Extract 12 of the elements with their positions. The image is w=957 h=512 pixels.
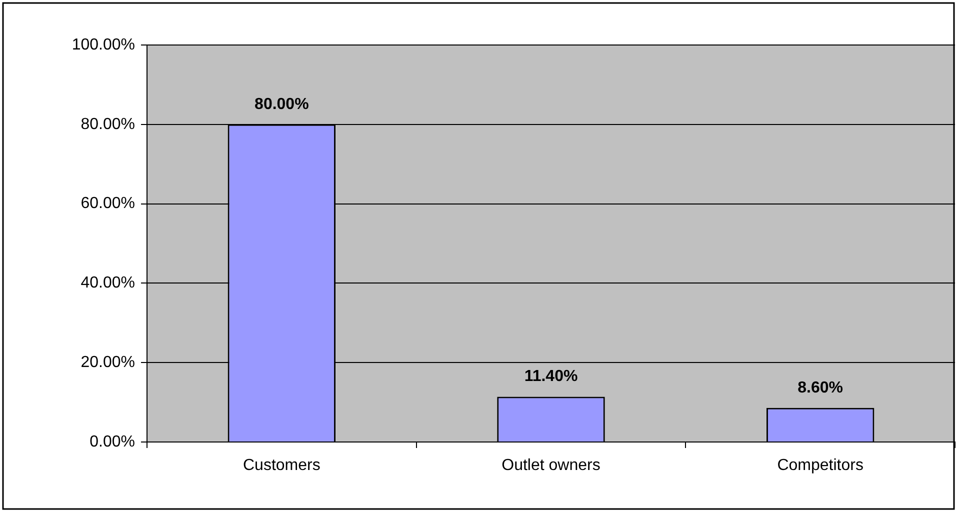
data-label: 80.00% [254,96,309,113]
data-label: 8.60% [798,379,844,396]
x-tick-label: Outlet owners [502,457,600,474]
y-tick-label: 20.00% [80,354,135,372]
y-tick-label: 100.00% [72,36,135,54]
y-tick-label: 80.00% [80,116,135,133]
y-tick-label: 40.00% [80,274,135,292]
x-tick-label: Competitors [777,457,864,474]
y-tick-label: 60.00% [80,195,135,212]
y-tick-label: 0.00% [90,433,135,450]
data-label: 11.40% [524,368,578,386]
x-tick-label: Customers [242,457,320,474]
